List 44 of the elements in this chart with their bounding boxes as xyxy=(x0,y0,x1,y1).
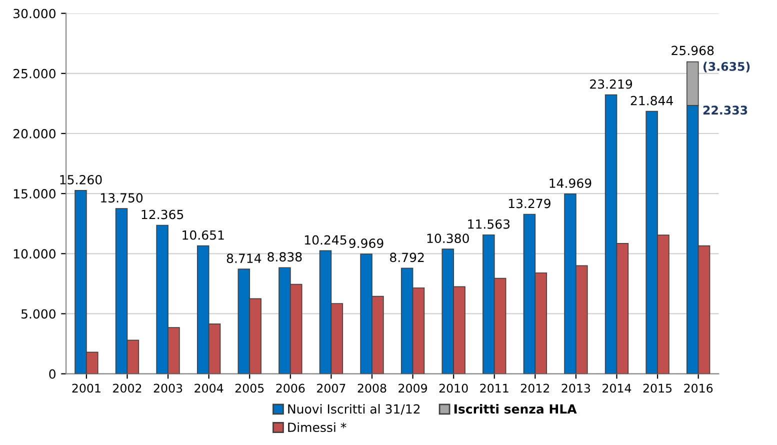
data-label: 8.792 xyxy=(390,252,424,262)
data-label: 9.969 xyxy=(349,238,384,248)
data-label: 21.844 xyxy=(630,96,673,106)
data-label: 10.245 xyxy=(304,235,346,245)
x-tick-label: 2008 xyxy=(358,384,386,393)
y-tick-label: 30.000 xyxy=(14,8,56,18)
x-tick-label: 2005 xyxy=(235,384,264,393)
x-tick-label: 2013 xyxy=(562,384,590,393)
annotation: 22.333 xyxy=(703,106,748,115)
x-tick-label: 2009 xyxy=(398,384,427,393)
data-label: 10.651 xyxy=(182,230,224,240)
x-tick-label: 2006 xyxy=(276,384,305,393)
x-tick-label: 2016 xyxy=(684,384,713,393)
data-label: 13.750 xyxy=(101,193,143,203)
x-tick-label: 2004 xyxy=(194,384,224,393)
y-tick-label: 5.000 xyxy=(22,309,56,319)
x-tick-label: 2001 xyxy=(72,384,100,393)
data-label: 12.365 xyxy=(142,210,184,220)
y-tick-label: 20.000 xyxy=(14,128,56,138)
x-tick-label: 2014 xyxy=(602,384,632,393)
y-tick-label: 15.000 xyxy=(14,189,56,198)
annotation: (3.635) xyxy=(704,62,750,72)
annotation: 25.968 xyxy=(672,46,714,56)
data-label: 10.380 xyxy=(427,234,469,244)
x-tick-label: 2011 xyxy=(480,384,508,393)
data-label: 15.260 xyxy=(60,174,102,184)
legend-label: Nuovi Iscritti al 31/12 xyxy=(288,404,420,415)
data-label: 11.563 xyxy=(468,219,510,229)
legend-label: Iscritti senza HLA xyxy=(454,404,577,414)
data-label: 13.279 xyxy=(508,198,550,208)
x-tick-label: 2007 xyxy=(317,384,346,393)
legend-label: Dimessi * xyxy=(288,422,346,432)
y-tick-label: 10.000 xyxy=(14,249,56,259)
x-tick-label: 2012 xyxy=(521,384,549,393)
data-label: 14.969 xyxy=(550,178,592,188)
data-label: 23.219 xyxy=(590,79,632,89)
y-tick-label: 0 xyxy=(49,369,56,379)
x-tick-label: 2015 xyxy=(643,384,672,393)
data-label: 8.838 xyxy=(268,252,302,262)
x-tick-label: 2010 xyxy=(439,384,468,393)
data-label: 8.714 xyxy=(226,254,262,264)
x-tick-label: 2003 xyxy=(154,384,182,393)
y-tick-label: 25.000 xyxy=(14,68,56,78)
x-tick-label: 2002 xyxy=(113,384,142,393)
